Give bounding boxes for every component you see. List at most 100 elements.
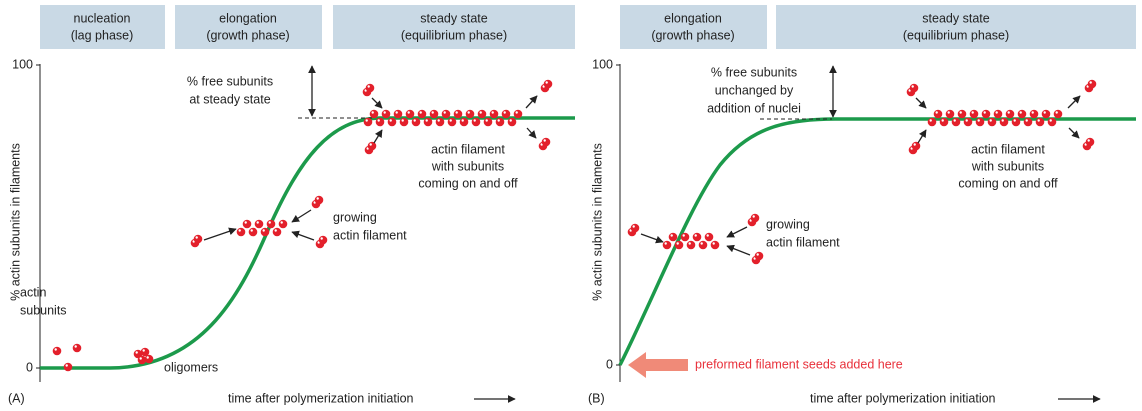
subunit-highlight (914, 143, 916, 145)
subunit-highlight (372, 111, 374, 113)
annotation: % free subunits (187, 74, 273, 88)
subunit (693, 233, 702, 242)
header: (lag phase) (71, 28, 134, 42)
annotation: subunits (20, 303, 67, 317)
subunit-highlight (450, 119, 452, 121)
subunit (502, 110, 511, 119)
subunit-highlight (498, 119, 500, 121)
subunit (1012, 118, 1021, 127)
annotation: coming on and off (418, 176, 518, 190)
subunit-highlight (257, 221, 259, 223)
subunit-highlight (414, 119, 416, 121)
subunit-highlight (370, 143, 372, 145)
subunit (964, 118, 973, 127)
subunit (484, 118, 493, 127)
subunit-highlight (55, 348, 57, 350)
subunit-highlight (665, 242, 667, 244)
subunit (1042, 110, 1051, 119)
subunit (273, 228, 282, 237)
subunit-highlight (972, 111, 974, 113)
x-axis-label: time after polymerization initiation (810, 391, 996, 405)
subunit (145, 355, 154, 364)
y-top: 100 (592, 57, 613, 71)
annotation: preformed filament seeds added here (695, 357, 903, 371)
subunit (1006, 110, 1015, 119)
subunit (376, 118, 385, 127)
subunit-highlight (683, 234, 685, 236)
subunit-highlight (474, 119, 476, 121)
subunit-highlight (492, 111, 494, 113)
axis (36, 64, 40, 382)
subunit-highlight (948, 111, 950, 113)
header: steady state (420, 11, 487, 25)
subunit-highlight (390, 119, 392, 121)
subunit (394, 110, 403, 119)
annotation: actin filament (971, 142, 1045, 156)
subunit-highlight (1032, 111, 1034, 113)
subunit (994, 110, 1003, 119)
subunit-highlight (504, 111, 506, 113)
subunit (988, 118, 997, 127)
subunit-highlight (384, 111, 386, 113)
header: nucleation (74, 11, 131, 25)
y-bottom: 0 (606, 357, 613, 371)
subunit (675, 241, 684, 250)
subunit (952, 118, 961, 127)
subunit (424, 118, 433, 127)
annotation: with subunits (431, 159, 504, 173)
subunit (364, 118, 373, 127)
subunit (1048, 118, 1057, 127)
subunit-highlight (954, 119, 956, 121)
subunit-highlight (996, 111, 998, 113)
subunit (194, 235, 203, 244)
subunit (430, 110, 439, 119)
arrow (372, 98, 382, 108)
subunit-highlight (468, 111, 470, 113)
subunit (976, 118, 985, 127)
subunit (669, 233, 678, 242)
subunit-highlight (438, 119, 440, 121)
subunit (910, 84, 919, 93)
subunit (705, 233, 714, 242)
subunit (243, 220, 252, 229)
arrow (916, 98, 926, 108)
subunit-highlight (196, 236, 198, 238)
subunit-highlight (456, 111, 458, 113)
subunit-highlight (462, 119, 464, 121)
subunit-highlight (239, 229, 241, 231)
subunit-highlight (1056, 111, 1058, 113)
subunit (912, 142, 921, 151)
subunit (1036, 118, 1045, 127)
subunit-highlight (1044, 111, 1046, 113)
subunit (454, 110, 463, 119)
subunit (249, 228, 258, 237)
annotation: unchanged by (715, 83, 794, 97)
subunit-highlight (990, 119, 992, 121)
subunit-highlight (707, 234, 709, 236)
subunit (1024, 118, 1033, 127)
subunit-highlight (930, 119, 932, 121)
subunit (542, 138, 551, 147)
subunit-highlight (140, 357, 142, 359)
arrow (641, 234, 663, 242)
header: (growth phase) (206, 28, 289, 42)
subunit-highlight (753, 215, 755, 217)
subunit-highlight (689, 242, 691, 244)
subunit-highlight (984, 111, 986, 113)
subunit-highlight (544, 139, 546, 141)
subunit (946, 110, 955, 119)
subunit (279, 220, 288, 229)
subunit-highlight (1038, 119, 1040, 121)
subunit (267, 220, 276, 229)
subunit-highlight (546, 81, 548, 83)
subunit (448, 118, 457, 127)
subunit-highlight (321, 237, 323, 239)
subunit (755, 252, 764, 261)
annotation: actin filament (766, 235, 840, 249)
annotation: growing (333, 210, 377, 224)
subunit (472, 118, 481, 127)
subunit (261, 228, 270, 237)
subunit-highlight (677, 242, 679, 244)
subunit (53, 347, 62, 356)
subunit-highlight (147, 356, 149, 358)
